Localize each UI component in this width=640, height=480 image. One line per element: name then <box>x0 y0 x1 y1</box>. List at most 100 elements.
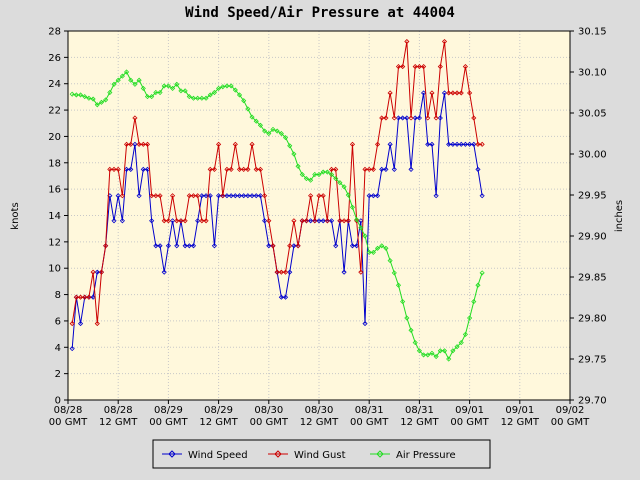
data-point <box>132 81 138 87</box>
data-point <box>128 166 134 172</box>
data-point <box>349 204 356 210</box>
y2-tick-label: 30.10 <box>578 68 607 79</box>
data-point <box>228 83 234 89</box>
y-tick-label: 20 <box>48 132 61 143</box>
y2-tick-label: 30.00 <box>578 150 607 161</box>
data-point <box>249 193 255 199</box>
data-point <box>467 315 473 321</box>
data-point <box>437 115 443 121</box>
data-point <box>77 320 84 327</box>
data-point <box>446 356 452 362</box>
data-point <box>182 218 188 224</box>
data-point <box>408 166 414 172</box>
data-point <box>333 176 339 182</box>
data-point <box>462 141 468 147</box>
data-point <box>182 243 188 249</box>
data-point <box>195 218 201 224</box>
data-point <box>328 218 335 224</box>
data-point <box>299 218 305 224</box>
data-point <box>136 141 142 147</box>
data-point <box>69 320 75 327</box>
data-point <box>471 141 477 147</box>
data-point <box>186 243 192 249</box>
data-point <box>308 177 314 183</box>
data-point <box>174 81 180 87</box>
data-point <box>262 218 268 224</box>
data-point <box>341 269 347 275</box>
data-point <box>132 141 138 147</box>
data-point <box>421 90 427 96</box>
data-point <box>291 151 297 157</box>
data-point <box>333 243 339 249</box>
data-point <box>232 193 238 199</box>
data-point <box>387 90 393 96</box>
data-point <box>86 95 92 101</box>
data-point <box>161 218 167 224</box>
data-point <box>253 118 259 124</box>
data-point <box>73 92 79 98</box>
data-point <box>387 258 393 264</box>
data-point <box>467 141 473 147</box>
data-point <box>291 243 297 249</box>
data-point <box>479 270 485 276</box>
data-point <box>395 282 402 288</box>
data-point <box>400 299 406 305</box>
data-point <box>295 243 301 249</box>
data-point <box>140 141 146 147</box>
y2-axis-label: inches <box>614 200 625 232</box>
data-point <box>375 245 381 251</box>
data-point <box>421 352 427 358</box>
data-point <box>433 193 439 199</box>
data-point <box>308 218 314 224</box>
data-point <box>441 38 448 45</box>
data-point <box>199 95 205 101</box>
data-point <box>220 84 226 90</box>
data-point <box>266 243 272 249</box>
y-tick-label: 24 <box>48 79 61 90</box>
data-point <box>119 193 125 199</box>
data-point <box>236 193 243 199</box>
data-point <box>375 141 381 147</box>
y-tick-label: 28 <box>48 27 61 38</box>
data-point <box>170 85 176 91</box>
data-point <box>391 270 397 276</box>
data-point <box>316 218 322 224</box>
data-point <box>278 269 284 275</box>
data-point <box>119 218 125 224</box>
data-point <box>312 218 318 224</box>
data-point <box>320 218 326 224</box>
data-point <box>358 225 364 231</box>
data-point <box>400 115 406 121</box>
data-point <box>207 92 213 98</box>
data-point <box>475 141 481 147</box>
data-point <box>119 73 125 79</box>
data-point <box>450 348 456 354</box>
data-point <box>358 269 364 275</box>
data-point <box>441 90 448 96</box>
data-point <box>140 166 146 172</box>
x-tick-label: 08/30 12 GMT <box>300 405 339 428</box>
data-point <box>437 64 443 70</box>
y2-tick-label: 29.90 <box>578 232 607 243</box>
data-point <box>395 115 402 121</box>
y-tick-label: 22 <box>48 106 61 117</box>
y-tick-label: 10 <box>48 264 61 275</box>
data-point <box>136 193 142 199</box>
x-tick-label: 08/29 00 GMT <box>149 405 188 428</box>
x-tick-label: 08/30 00 GMT <box>250 405 289 428</box>
data-point <box>337 180 343 186</box>
data-point <box>82 294 88 300</box>
data-point <box>220 193 226 199</box>
data-point <box>282 135 289 141</box>
data-point <box>132 115 138 121</box>
data-point <box>153 89 159 96</box>
data-point <box>475 282 481 288</box>
data-point <box>203 193 209 199</box>
data-point <box>303 218 310 224</box>
data-point <box>450 141 456 147</box>
data-point <box>370 249 376 255</box>
series-line <box>72 71 483 361</box>
data-point <box>178 88 184 94</box>
data-point <box>383 115 389 121</box>
data-point <box>278 294 284 300</box>
